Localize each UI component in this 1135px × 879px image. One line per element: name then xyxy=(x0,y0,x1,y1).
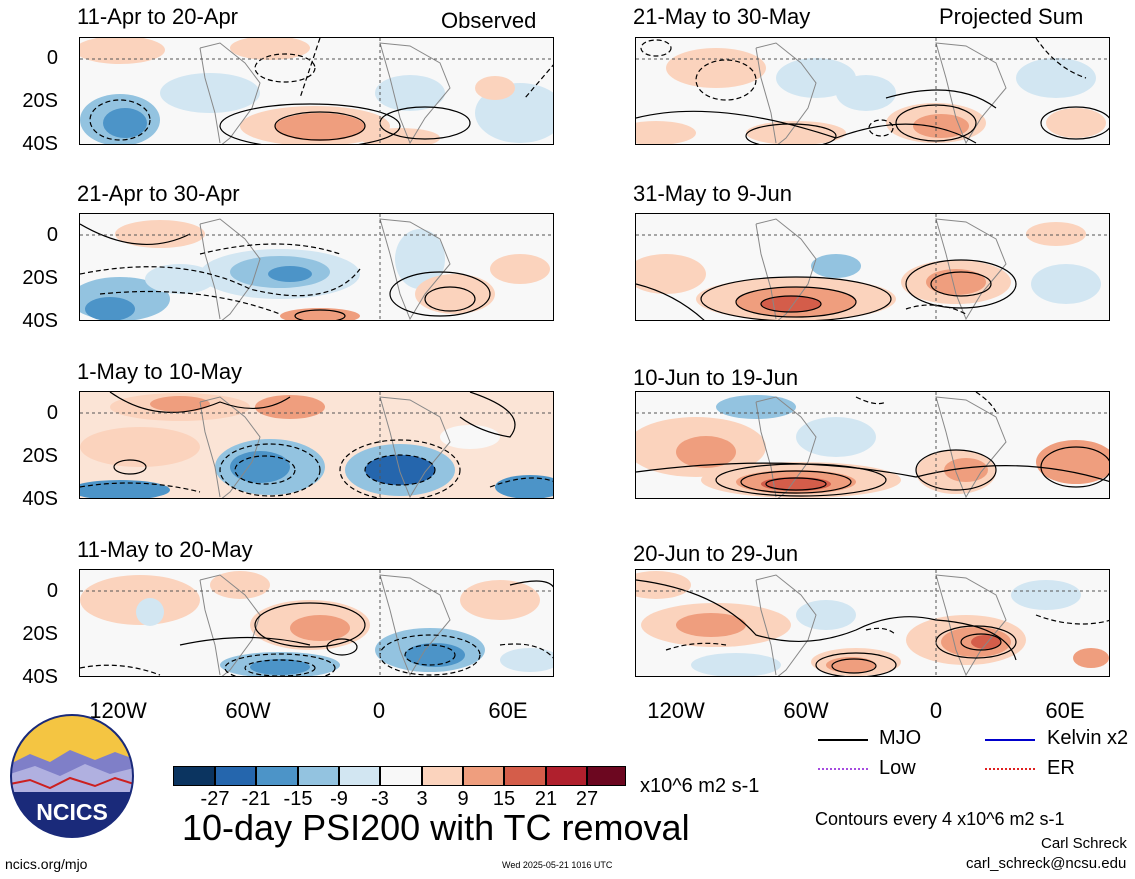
colorbar-swatch xyxy=(504,766,546,786)
panel-corner-label: Observed xyxy=(441,8,537,33)
lon-tick: 60E xyxy=(1045,698,1085,723)
lon-tick: 0 xyxy=(372,698,386,723)
chart-title: 10-day PSI200 with TC removal xyxy=(182,807,690,848)
logo-text: NCICS xyxy=(36,799,108,825)
lat-tick: 0 xyxy=(46,402,58,424)
colorbar-swatch xyxy=(463,766,504,786)
legend-swatch-low xyxy=(818,768,868,770)
lon-tick: 0 xyxy=(929,698,943,723)
panel-title: 11-Apr to 20-Apr xyxy=(77,4,239,29)
lat-tick: 0 xyxy=(46,47,58,69)
lat-tick: 40S xyxy=(22,310,58,332)
lat-tick: 0 xyxy=(46,580,58,602)
lon-tick: 60W xyxy=(225,698,271,723)
lat-tick: 40S xyxy=(22,488,58,510)
panel-title: 20-Jun to 29-Jun xyxy=(633,541,799,566)
legend-label: Kelvin x2 xyxy=(1047,727,1129,749)
colorbar-label: 3 xyxy=(416,788,428,810)
lat-tick: 20S xyxy=(22,267,58,289)
colorbar-label: -9 xyxy=(330,788,348,810)
map-panel xyxy=(79,37,554,145)
colorbar-label: 15 xyxy=(492,788,516,810)
lat-tick: 0 xyxy=(46,224,58,246)
map-panel xyxy=(635,569,1110,677)
ncics-logo: NCICS xyxy=(10,714,134,838)
legend-swatch-er xyxy=(985,768,1035,770)
colorbar-swatch xyxy=(422,766,463,786)
lon-tick: 60E xyxy=(488,698,528,723)
colorbar-swatch xyxy=(339,766,380,786)
colorbar-swatch xyxy=(587,766,626,786)
colorbar-swatch xyxy=(256,766,298,786)
lon-tick: 120W xyxy=(647,698,705,723)
legend-label: Low xyxy=(879,757,916,779)
colorbar-swatch xyxy=(298,766,339,786)
footer-timestamp: Wed 2025-05-21 1016 UTC xyxy=(502,860,613,870)
colorbar-swatch xyxy=(173,766,215,786)
colorbar-label: -27 xyxy=(200,788,230,810)
lat-tick: 20S xyxy=(22,445,58,467)
map-panel xyxy=(79,213,554,321)
contour-note: Contours every 4 x10^6 m2 s-1 xyxy=(815,809,1065,829)
panel-title: 1-May to 10-May xyxy=(77,359,243,384)
colorbar-label: 21 xyxy=(534,788,558,810)
lon-tick: 120W xyxy=(89,698,147,723)
map-panel xyxy=(79,391,554,499)
panel-title: 21-May to 30-May xyxy=(633,4,811,29)
panel-title: 31-May to 9-Jun xyxy=(633,181,792,206)
legend-swatch-kelvin xyxy=(985,739,1035,741)
colorbar-label: 9 xyxy=(457,788,469,810)
map-panel xyxy=(635,37,1110,145)
author-email[interactable]: carl_schreck@ncsu.edu xyxy=(966,855,1127,872)
footer-link[interactable]: ncics.org/mjo xyxy=(5,856,88,872)
colorbar-unit: x10^6 m2 s-1 xyxy=(640,775,760,797)
map-panel xyxy=(79,569,554,677)
lat-tick: 20S xyxy=(22,90,58,112)
legend-swatch-mjo xyxy=(818,739,868,741)
lon-tick: 60W xyxy=(783,698,829,723)
legend-label: ER xyxy=(1047,757,1075,779)
colorbar-swatch xyxy=(380,766,422,786)
colorbar-label: -21 xyxy=(241,788,271,810)
panel-corner-label: Projected Sum xyxy=(939,4,1084,29)
colorbar-label: 27 xyxy=(575,788,599,810)
lat-tick: 40S xyxy=(22,133,58,155)
lat-tick: 20S xyxy=(22,623,58,645)
panel-title: 10-Jun to 19-Jun xyxy=(633,365,799,390)
legend-label: MJO xyxy=(879,727,922,749)
author-name: Carl Schreck xyxy=(1041,835,1127,852)
panel-title: 11-May to 20-May xyxy=(77,537,253,562)
colorbar-label: -15 xyxy=(283,788,313,810)
colorbar-swatch xyxy=(546,766,587,786)
map-panel xyxy=(635,213,1110,321)
lat-tick: 40S xyxy=(22,666,58,688)
map-panel xyxy=(635,391,1110,499)
colorbar-label: -3 xyxy=(371,788,389,810)
panel-title: 21-Apr to 30-Apr xyxy=(77,181,240,206)
colorbar-swatch xyxy=(215,766,256,786)
